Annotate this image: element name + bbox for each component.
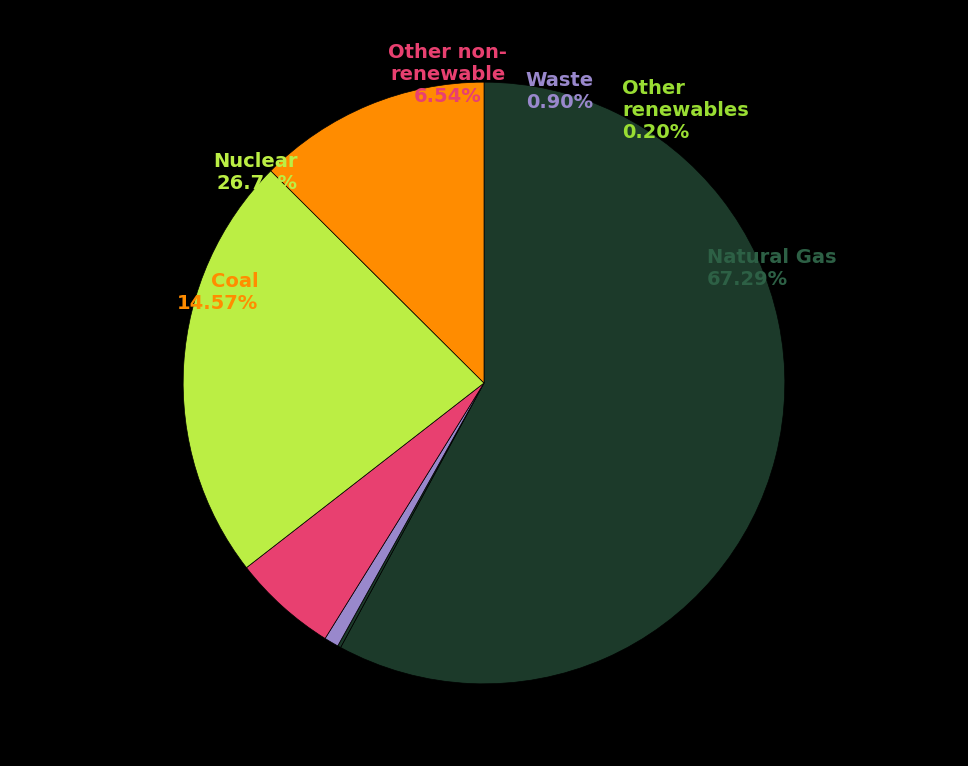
Wedge shape	[271, 82, 484, 383]
Wedge shape	[247, 383, 484, 639]
Wedge shape	[338, 383, 484, 647]
Wedge shape	[341, 82, 785, 684]
Text: Other
renewables
0.20%: Other renewables 0.20%	[622, 80, 749, 142]
Wedge shape	[183, 171, 484, 568]
Wedge shape	[325, 383, 484, 646]
Text: Natural Gas
67.29%: Natural Gas 67.29%	[707, 248, 836, 290]
Text: Coal
14.57%: Coal 14.57%	[177, 272, 258, 313]
Text: Waste
0.90%: Waste 0.90%	[526, 71, 593, 113]
Text: Other non-
renewable
6.54%: Other non- renewable 6.54%	[388, 43, 507, 106]
Text: Nuclear
26.70%: Nuclear 26.70%	[213, 152, 297, 193]
